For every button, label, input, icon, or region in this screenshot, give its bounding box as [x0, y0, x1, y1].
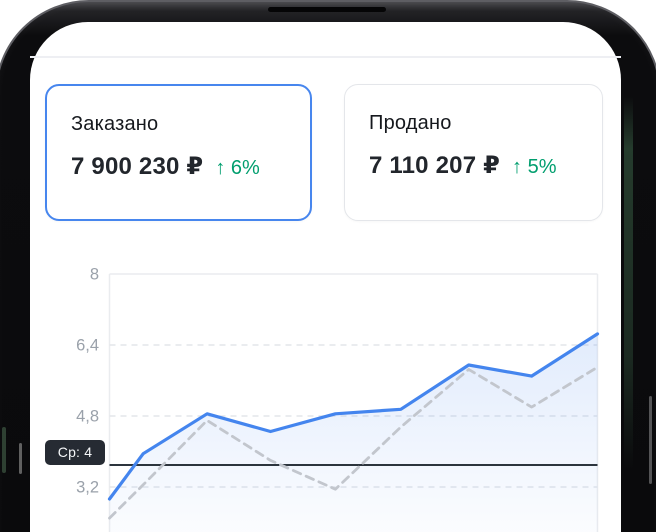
average-badge: Ср: 4: [45, 440, 105, 465]
header-divider: [30, 56, 621, 58]
frame-reflection-left: [2, 427, 6, 473]
stat-card-value: 7 900 230 ₽: [71, 153, 204, 180]
stat-card-value: 7 110 207 ₽: [369, 152, 501, 179]
series-line-previous-period: [108, 365, 599, 520]
side-button-right: [649, 396, 652, 484]
stat-card-value-row: 7 900 230 ₽ ↑ 6%: [71, 152, 286, 181]
stat-card-sold[interactable]: Продано 7 110 207 ₽ ↑ 5%: [344, 84, 603, 221]
stat-card-title: Продано: [369, 112, 452, 134]
side-button-left: [19, 443, 22, 474]
stat-card-change-percent: 6%: [230, 157, 260, 179]
y-axis-label: 3,2: [76, 479, 99, 497]
speaker-slot: [268, 7, 386, 12]
stat-card-change: ↑ 6%: [215, 157, 259, 180]
stat-card-value-row: 7 110 207 ₽ ↑ 5%: [369, 151, 578, 180]
trend-up-icon: ↑: [215, 157, 226, 179]
frame-reflection-right: [624, 96, 633, 468]
y-axis-label: 4,8: [76, 408, 99, 426]
y-axis-label: 8: [90, 266, 99, 284]
trend-up-icon: ↑: [512, 156, 523, 178]
stat-card-ordered[interactable]: Заказано 7 900 230 ₽ ↑ 6%: [45, 84, 312, 221]
stat-card-title: Заказано: [71, 113, 159, 135]
series-line-ordered: [107, 332, 600, 501]
stat-card-change-percent: 5%: [527, 156, 557, 178]
y-axis-label: 6,4: [76, 337, 99, 355]
area-fill: [109, 333, 598, 532]
stat-card-change: ↑ 5%: [512, 156, 556, 179]
